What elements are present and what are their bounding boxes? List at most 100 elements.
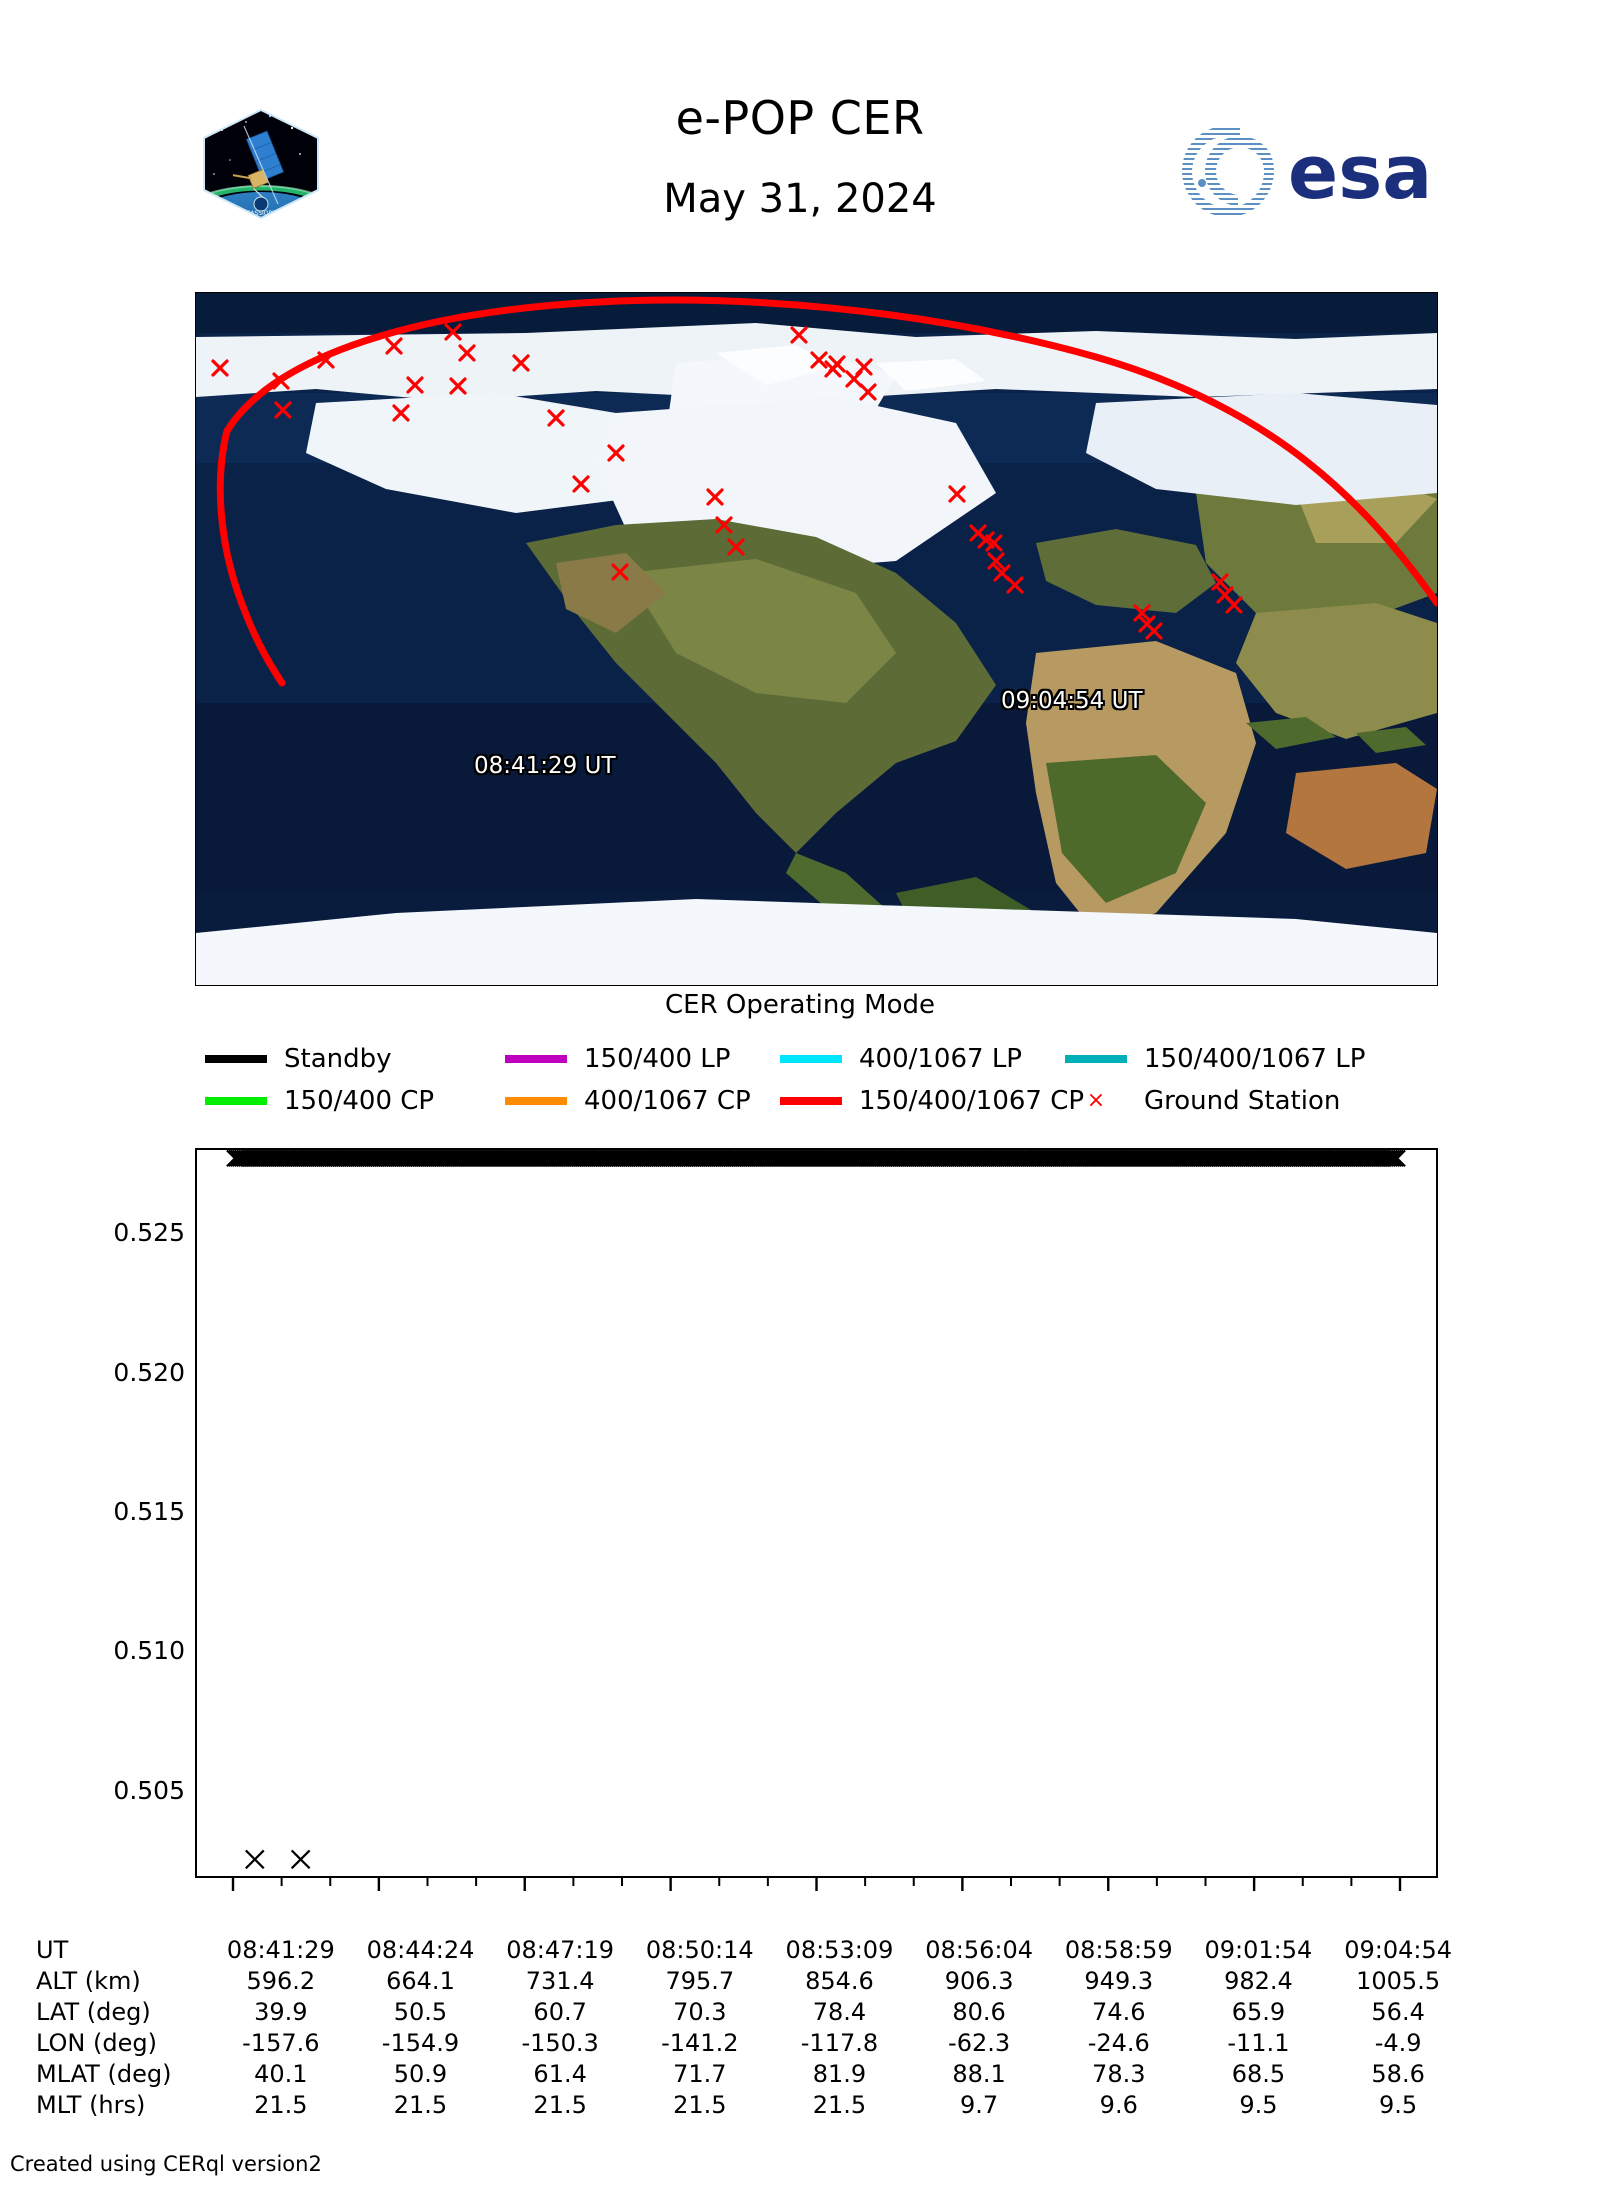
ground-station-marker (855, 358, 873, 376)
table-cell: 71.7 (673, 2060, 727, 2088)
legend-item-standby[interactable]: Standby (205, 1044, 505, 1074)
table-row-header: LAT (deg) (36, 1998, 151, 2026)
table-cell: 1005.5 (1356, 1967, 1441, 1995)
page-header: CASSIOPE e-POP CER May 31, 2024 (0, 0, 1600, 230)
table-cell: 982.4 (1224, 1967, 1293, 1995)
table-cell: 08:50:14 (645, 1936, 754, 1964)
esa-wordmark: esa (1288, 130, 1432, 216)
legend-item-150-400-1067-lp[interactable]: 150/400/1067 LP (1065, 1044, 1365, 1074)
legend-color-swatch (780, 1055, 842, 1063)
ground-station-marker (790, 326, 808, 344)
table-cell: 9.6 (1099, 2091, 1138, 2119)
legend-item-150-400-1067-cp[interactable]: 150/400/1067 CP (780, 1086, 1084, 1116)
ground-station-markers (211, 323, 1243, 640)
table-cell: -141.2 (661, 2029, 739, 2057)
page-subtitle-date: May 31, 2024 (663, 176, 937, 222)
x-axis-tick-marks (195, 1878, 1438, 1896)
table-cell: 664.1 (386, 1967, 455, 1995)
table-cell: 50.5 (393, 1998, 448, 2026)
ground-station-marker (274, 401, 292, 419)
table-cell: -150.3 (521, 2029, 599, 2057)
cassiope-satellite-logo: CASSIOPE (200, 108, 322, 220)
table-row: ALT (km) 596.2 664.1 731.4 795.7 854.6 906.3 94… (28, 1966, 1468, 1997)
legend-row: Standby 150/400 LP 400/1067 LP 150/400/1067… (205, 1038, 1435, 1080)
table-row-header: MLAT (deg) (36, 2060, 172, 2088)
ground-station-marker (828, 355, 846, 373)
cer-current-plot (195, 1148, 1438, 1878)
table-cell: 731.4 (525, 1967, 595, 1995)
ground-station-marker (1225, 596, 1243, 614)
table-cell: 56.4 (1371, 1998, 1425, 2026)
table-cell: 596.2 (246, 1967, 316, 1995)
legend-item-400-1067-lp[interactable]: 400/1067 LP (780, 1044, 1065, 1074)
ground-station-marker (572, 475, 590, 493)
ground-station-marker (406, 376, 424, 394)
table-row: UT 08:41:29 08:44:24 08:47:19 08:50:14 08:53:… (28, 1935, 1468, 1966)
table-cell: 9.5 (1239, 2091, 1278, 2119)
legend-item-400-1067-cp[interactable]: 400/1067 CP (505, 1086, 780, 1116)
table-cell: 9.5 (1379, 2091, 1418, 2119)
table-cell: 795.7 (665, 1967, 735, 1995)
footer-credit: Created using CERql version2 (10, 2152, 322, 2176)
ground-station-marker (607, 444, 625, 462)
legend-title: CER Operating Mode (664, 990, 935, 1020)
table-cell: 21.5 (533, 2091, 587, 2119)
table-cell: -4.9 (1374, 2029, 1422, 2057)
table-row: LAT (deg) 39.9 50.5 60.7 70.3 78.4 80.6 74.6 65.… (28, 1997, 1468, 2028)
table-row-header: MLT (hrs) (36, 2091, 146, 2119)
ground-station-marker (859, 383, 877, 401)
legend-label: 150/400/1067 CP (859, 1086, 1085, 1116)
world-map-ground-track: 08:41:29 UT 09:04:54 UT (195, 292, 1438, 986)
table-cell: 854.6 (805, 1967, 874, 1995)
map-start-time-label: 08:41:29 UT (474, 753, 616, 779)
ground-station-marker (706, 488, 724, 506)
table-cell: -154.9 (381, 2029, 460, 2057)
table-cell: 80.6 (952, 1998, 1006, 2026)
table-cell: 68.5 (1231, 2060, 1286, 2088)
legend-color-swatch (205, 1097, 267, 1105)
ground-station-marker (547, 409, 565, 427)
legend-label: 400/1067 CP (584, 1086, 751, 1116)
y-tick-label: 0.525 (113, 1218, 185, 1248)
y-tick-label: 0.520 (113, 1357, 185, 1387)
table-cell: 08:56:04 (925, 1936, 1033, 1964)
table-cell: 21.5 (812, 2091, 867, 2119)
table-cell: 81.9 (812, 2060, 867, 2088)
map-landmasses (196, 323, 1437, 985)
table-cell: 78.4 (812, 1998, 867, 2026)
table-row-header: LON (deg) (36, 2029, 157, 2057)
ground-station-marker (211, 359, 229, 377)
ground-station-marker (987, 552, 1005, 570)
legend-label: 150/400 CP (284, 1086, 435, 1116)
ground-station-marker (1211, 573, 1229, 591)
table-row: MLAT (deg) 40.1 50.9 61.4 71.7 81.9 88.1 78.3 68… (28, 2059, 1468, 2090)
title-block: e-POP CER May 31, 2024 (400, 95, 1200, 219)
table-cell: 88.1 (952, 2060, 1006, 2088)
parameter-table: UT 08:41:29 08:44:24 08:47:19 08:50:14 08:53:… (28, 1935, 1468, 2121)
legend-item-ground-station[interactable]: × Ground Station (1065, 1086, 1341, 1116)
table-row: LON (deg) -157.6 -154.9 -150.3 -141.2 -117.8 -… (28, 2028, 1468, 2059)
ground-station-marker (611, 563, 629, 581)
orbit-parameter-table: UT 08:41:29 08:44:24 08:47:19 08:50:14 08:53:… (28, 1935, 1468, 2121)
esa-logo: esa (1180, 126, 1470, 216)
table-cell: 08:47:19 (506, 1936, 615, 1964)
y-axis-tick-labels: 0.505 0.510 0.515 0.520 0.525 (20, 1148, 185, 1878)
ground-station-marker (810, 351, 828, 369)
table-cell: 9.7 (960, 2091, 999, 2119)
table-cell: 08:41:29 (226, 1936, 335, 1964)
legend-label: 150/400 LP (584, 1044, 731, 1074)
legend-label: 400/1067 LP (859, 1044, 1022, 1074)
ground-station-marker (715, 516, 733, 534)
table-cell: -11.1 (1227, 2029, 1290, 2057)
ground-station-marker (317, 351, 335, 369)
table-cell: 50.9 (393, 2060, 448, 2088)
legend-item-150-400-cp[interactable]: 150/400 CP (205, 1086, 505, 1116)
legend-color-swatch (505, 1097, 567, 1105)
legend-item-150-400-lp[interactable]: 150/400 LP (505, 1044, 780, 1074)
table-cell: 906.3 (944, 1967, 1014, 1995)
table-cell: 61.4 (533, 2060, 587, 2088)
legend-color-swatch (1065, 1055, 1127, 1063)
ground-station-marker (444, 323, 462, 341)
ground-station-icon: × (1086, 1088, 1106, 1113)
ground-station-marker (272, 372, 290, 390)
